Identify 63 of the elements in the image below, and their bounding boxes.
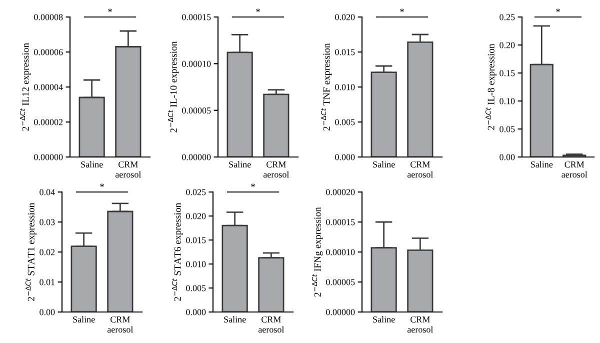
y-tick-label: 0.00004 <box>34 84 63 90</box>
y-tick-label: 0.00002 <box>34 119 63 126</box>
y-tick-label: 0.00 <box>500 154 515 160</box>
y-tick-label: 0.00008 <box>34 14 63 20</box>
y-tick-label: 0.015 <box>335 49 355 56</box>
x-tick-label: Saline <box>81 161 103 168</box>
y-tick-label: 0.03 <box>40 219 55 226</box>
y-tick-label: 0.00010 <box>326 249 355 256</box>
y-tick-label: 0.00000 <box>326 309 355 316</box>
x-tick-label: Saline <box>229 161 251 168</box>
text: * <box>556 8 560 12</box>
x-tick-label: Saline <box>373 161 395 168</box>
y-tick-label: 0.15 <box>500 70 515 76</box>
y-tick-label: 0.015 <box>186 237 206 244</box>
y-tick-label: 0.00000 <box>34 154 63 160</box>
y-axis-title: 2$^{−ΔCt}$ TNF expression <box>320 43 332 131</box>
text: * <box>400 8 404 12</box>
y-tick-label: 0.00006 <box>34 49 63 56</box>
y-tick-label: 0.00005 <box>326 279 355 286</box>
x-tick-label: CRM aerosol <box>115 161 142 178</box>
y-tick-label: 0.25 <box>500 14 515 20</box>
y-tick-label: 0.020 <box>186 213 206 220</box>
y-tick-label: 0.005 <box>186 285 206 292</box>
text: * <box>251 184 255 188</box>
y-tick-label: 0.02 <box>40 249 55 256</box>
y-tick-label: 0.00015 <box>182 14 211 20</box>
y-tick-label: 0.00015 <box>326 219 355 226</box>
text: * <box>256 8 260 12</box>
y-tick-label: 0.04 <box>40 189 55 196</box>
x-tick-label: Saline <box>373 316 395 323</box>
y-tick-label: 0.010 <box>186 261 206 268</box>
y-tick-label: 0.000 <box>335 154 355 160</box>
y-tick-label: 0.01 <box>40 279 55 286</box>
y-tick-label: 0.025 <box>186 189 206 196</box>
y-tick-label: 0.00005 <box>182 107 211 114</box>
x-tick-label: Saline <box>530 161 553 168</box>
text: * <box>100 184 104 188</box>
x-tick-label: CRM aerosol <box>263 161 290 178</box>
y-tick-label: 0.020 <box>335 14 355 20</box>
x-tick-label: CRM aerosol <box>562 161 588 178</box>
y-tick-label: 0.005 <box>335 119 355 126</box>
y-tick-label: 0.000 <box>186 309 206 316</box>
y-axis-title: 2$^{−ΔCt}$ IL-10 expression <box>168 41 179 132</box>
x-tick-label: Saline <box>73 316 95 323</box>
y-tick-label: 0.010 <box>335 84 355 90</box>
y-tick-label: 0.00000 <box>182 154 211 160</box>
y-axis-title: 2$^{−ΔCt}$ STAT1 expression <box>25 202 36 301</box>
y-tick-label: 0.05 <box>500 126 515 132</box>
y-tick-label: 0.10 <box>500 98 515 104</box>
y-axis-title: 2$^{−ΔCt}$ IL-8 expression <box>485 44 496 130</box>
text: * <box>108 8 112 12</box>
y-axis-title: 2$^{−ΔCt}$ STAT6 expression <box>172 202 183 301</box>
x-tick-label: CRM aerosol <box>107 316 134 333</box>
y-tick-label: 0.00 <box>40 309 55 316</box>
x-tick-label: CRM aerosol <box>258 316 284 333</box>
y-axis-title: 2$^{−ΔCt}$ IFNg expression <box>312 207 323 297</box>
y-tick-label: 0.00020 <box>326 189 355 196</box>
y-axis-title: 2$^{−ΔCt}$ IL12 expression <box>20 42 31 131</box>
y-tick-label: 0.20 <box>500 42 515 48</box>
x-tick-label: CRM aerosol <box>407 161 434 178</box>
x-tick-label: Saline <box>224 316 246 323</box>
x-tick-label: CRM aerosol <box>407 316 434 333</box>
y-tick-label: 0.00010 <box>182 60 211 67</box>
